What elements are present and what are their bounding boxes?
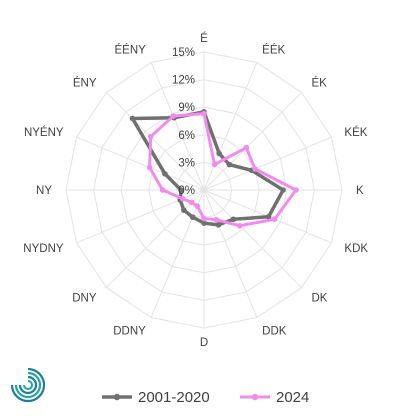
spoke-line bbox=[106, 189, 205, 288]
data-point bbox=[179, 196, 186, 202]
tick-label: 0% bbox=[178, 185, 195, 197]
radar-labels: 0% 3% 6% 9% 12% 15% É ÉÉK ÉK KÉK K KDK DK DDK D DDNY DNY… bbox=[23, 32, 368, 349]
direction-label: ÉK bbox=[311, 77, 327, 90]
data-point bbox=[236, 222, 243, 229]
data-point bbox=[170, 113, 177, 119]
data-point bbox=[265, 213, 272, 220]
data-point bbox=[146, 164, 153, 171]
data-point bbox=[162, 171, 168, 177]
direction-label: D bbox=[200, 337, 208, 349]
direction-label: ÉÉK bbox=[262, 44, 285, 57]
data-point bbox=[230, 216, 237, 223]
spoke-line bbox=[203, 189, 258, 318]
direction-label: KÉK bbox=[344, 126, 367, 139]
legend-marker bbox=[113, 393, 121, 401]
direction-label: DK bbox=[311, 292, 327, 304]
swirl-logo-icon bbox=[10, 367, 46, 403]
data-point bbox=[280, 187, 286, 193]
spoke-line bbox=[203, 189, 302, 288]
spoke-line bbox=[150, 62, 205, 191]
legend-label: 2001-2020 bbox=[138, 389, 210, 406]
tick-label: 9% bbox=[178, 102, 195, 114]
data-point bbox=[181, 207, 187, 213]
data-point bbox=[243, 144, 250, 151]
direction-label: É bbox=[200, 32, 208, 45]
direction-label: DDK bbox=[262, 325, 287, 337]
grid-ring bbox=[93, 79, 315, 301]
spoke-line bbox=[203, 62, 258, 191]
direction-label: ÉNY bbox=[73, 77, 97, 90]
spoke-line bbox=[76, 136, 205, 191]
direction-label: K bbox=[356, 185, 364, 197]
data-point bbox=[147, 133, 154, 140]
data-point bbox=[271, 216, 278, 223]
tick-label: 12% bbox=[172, 75, 195, 87]
data-point bbox=[252, 166, 258, 172]
direction-label: ÉÉNY bbox=[115, 44, 147, 57]
data-point bbox=[201, 220, 207, 226]
tick-label: 6% bbox=[178, 130, 195, 142]
data-point bbox=[211, 161, 218, 168]
grid-ring bbox=[65, 51, 343, 329]
data-point bbox=[159, 187, 166, 193]
tick-label: 15% bbox=[172, 47, 195, 59]
direction-label: NYÉNY bbox=[24, 126, 64, 139]
data-point bbox=[194, 203, 201, 209]
direction-label: NY bbox=[36, 185, 52, 197]
tick-label: 3% bbox=[178, 157, 195, 169]
legend: 2001-2020 2024 bbox=[102, 389, 309, 406]
data-point bbox=[201, 110, 207, 117]
data-point bbox=[189, 214, 196, 220]
direction-label: NYDNY bbox=[23, 243, 64, 255]
data-point bbox=[129, 115, 136, 122]
radar-series bbox=[129, 109, 299, 229]
data-point bbox=[216, 150, 222, 157]
spoke-line bbox=[106, 92, 205, 191]
direction-label: DDNY bbox=[113, 325, 146, 337]
data-point bbox=[201, 215, 207, 222]
spoke-line bbox=[203, 136, 332, 191]
legend-label: 2024 bbox=[276, 389, 309, 406]
data-point bbox=[188, 199, 195, 206]
direction-label: KDK bbox=[344, 243, 368, 255]
data-point bbox=[293, 187, 299, 193]
direction-label: DNY bbox=[72, 292, 97, 304]
legend-marker bbox=[251, 393, 259, 401]
data-point bbox=[215, 222, 222, 228]
grid-ring bbox=[120, 106, 288, 274]
spoke-line bbox=[150, 189, 205, 318]
data-point bbox=[178, 187, 184, 193]
data-point bbox=[226, 161, 233, 168]
spoke-line bbox=[203, 92, 302, 191]
data-point bbox=[213, 216, 220, 223]
radar-grid bbox=[65, 51, 343, 329]
